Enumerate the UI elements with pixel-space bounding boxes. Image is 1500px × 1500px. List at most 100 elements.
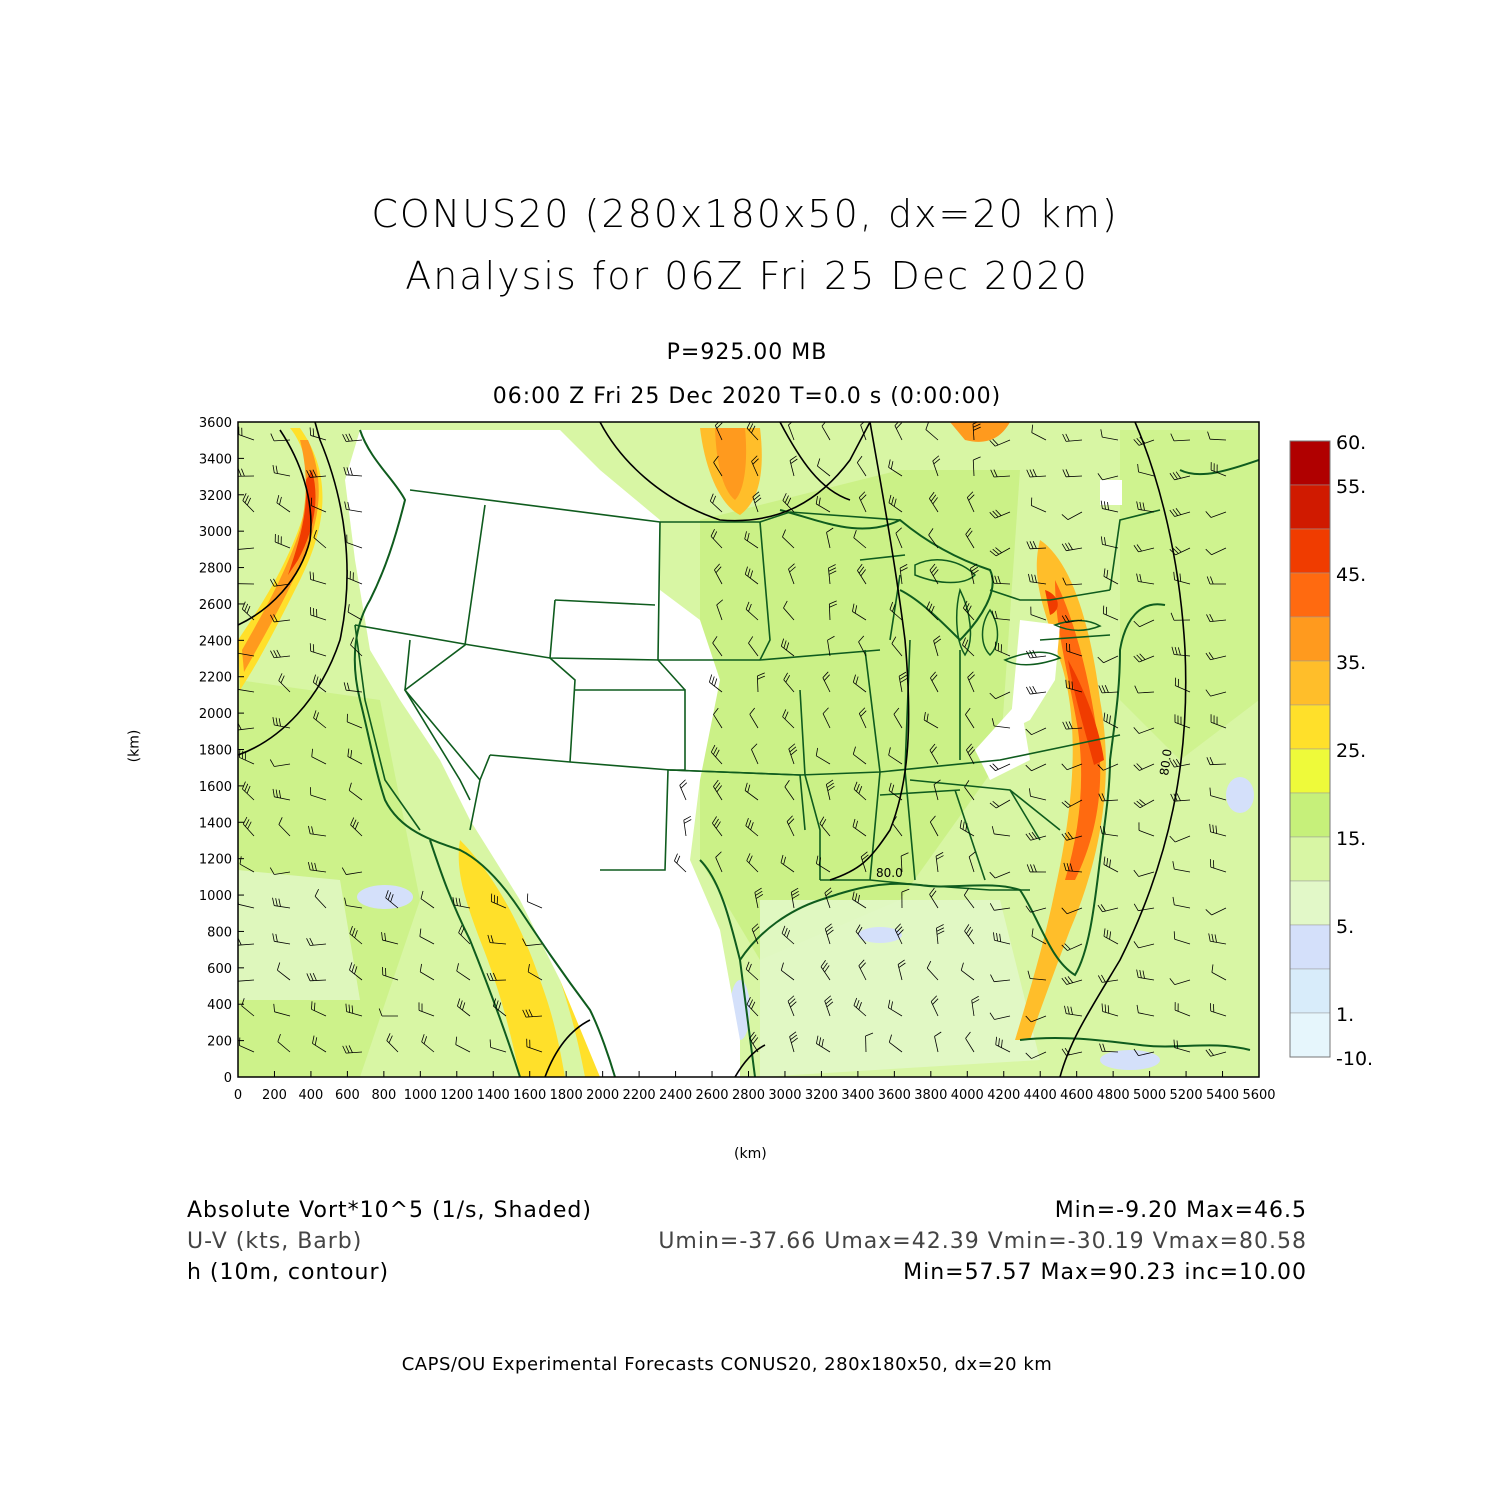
wind-barb-flag <box>1001 1039 1003 1048</box>
wind-barb-flag <box>352 819 357 828</box>
wind-barb-flag <box>1066 863 1070 872</box>
colorbar-swatch <box>1289 440 1331 486</box>
wind-barb-flag <box>270 433 275 442</box>
wind-barb-staff <box>756 675 759 693</box>
wind-barb-staff <box>751 461 759 477</box>
wind-barb-flag <box>342 434 347 442</box>
wind-barb-flag <box>1098 685 1103 694</box>
wind-barb-staff <box>1030 1015 1047 1023</box>
wind-barb-flag <box>858 491 866 498</box>
wind-barb-flag <box>995 1036 998 1045</box>
wind-barb-staff <box>1103 763 1119 771</box>
wind-barb-flag <box>990 469 995 478</box>
wind-barb-flag <box>783 856 787 865</box>
wind-barb-staff <box>713 714 723 729</box>
wind-barb-staff <box>347 577 363 585</box>
wind-barb-flag <box>745 601 750 610</box>
wind-barb-flag <box>1061 944 1068 951</box>
wind-barb-flag <box>384 932 386 941</box>
wind-barb-flag <box>1068 721 1073 729</box>
wind-barb-staff <box>1138 1051 1155 1057</box>
wind-barb-flag <box>821 1038 824 1047</box>
height-contours <box>238 422 1187 1077</box>
wind-barb-staff <box>852 899 867 909</box>
wind-barb-staff <box>1102 508 1119 513</box>
wind-barb-flag <box>343 467 347 475</box>
wind-barb-flag <box>993 932 995 941</box>
wind-barb-staff <box>936 928 939 945</box>
wind-barb-staff <box>860 424 867 441</box>
wind-barb-flag <box>313 710 317 719</box>
wind-barb-flag <box>1171 646 1175 655</box>
y-tick-label: 3000 <box>199 525 232 540</box>
wind-barb-flag <box>746 997 751 1005</box>
wind-barb-flag <box>989 692 996 699</box>
wind-barb-staff <box>888 1007 903 1017</box>
colorbar: 60. 55. 45. 35. 25. 15. 5. 1. -10. <box>1289 432 1373 1070</box>
colorbar-swatch <box>1289 836 1331 882</box>
wind-barb-staff <box>781 645 795 657</box>
wind-barb-flag <box>854 605 858 614</box>
wind-barb-flag <box>819 816 825 824</box>
wind-barb-staff <box>781 933 795 945</box>
wind-barb-flag <box>856 455 863 463</box>
wind-barb-flag <box>1062 721 1067 730</box>
wind-barb-flag <box>752 926 760 933</box>
wind-barb-flag <box>348 782 352 791</box>
wind-barb-flag <box>826 929 834 936</box>
wind-barb-flag <box>238 980 239 982</box>
y-tick-label: 1600 <box>199 780 232 795</box>
wind-barb-flag <box>783 600 788 609</box>
wind-barb-flag <box>852 674 856 683</box>
wind-barb-flag <box>423 1036 428 1045</box>
wind-barb-flag <box>822 707 829 714</box>
wind-barb-flag <box>930 605 935 614</box>
wind-barb-flag <box>900 852 909 857</box>
wind-barb-staff <box>892 823 903 837</box>
wind-barb-flag <box>1169 549 1176 556</box>
wind-barb-flag <box>818 1037 822 1046</box>
wind-barb-flag <box>1133 869 1139 877</box>
colorbar-swatch <box>1289 1012 1331 1058</box>
wind-barb-flag <box>1065 614 1070 623</box>
wind-barb-staff <box>710 751 723 765</box>
wind-barb-flag <box>347 501 350 510</box>
wind-barb-flag <box>972 422 979 425</box>
wind-barb-flag <box>716 785 722 793</box>
wind-barb-flag <box>749 570 754 579</box>
x-tick-label: 1600 <box>513 1088 546 1103</box>
wind-barb-staff <box>712 822 723 837</box>
x-tick-label: 2800 <box>732 1088 765 1103</box>
wind-barb-flag <box>1206 614 1211 622</box>
wind-barb-flag <box>991 575 995 584</box>
wind-barb-flag <box>1029 686 1034 694</box>
wind-barb-flag <box>309 469 314 478</box>
wind-barb-flag <box>745 817 749 826</box>
wind-barb-staff <box>274 724 291 729</box>
wind-barb-staff <box>1138 871 1155 877</box>
wind-barb-staff <box>898 676 903 693</box>
wind-barb-staff <box>347 611 363 621</box>
wind-barb-flag <box>854 893 858 902</box>
wind-barb-staff <box>894 929 903 945</box>
wind-barb-staff <box>350 644 363 657</box>
wind-barb-staff <box>489 979 507 981</box>
wind-barb-staff <box>1066 835 1083 841</box>
wind-barb-flag <box>791 890 799 896</box>
wind-barb-flag <box>963 888 969 896</box>
wind-barb-staff <box>420 898 435 909</box>
wind-barb-flag <box>928 528 934 536</box>
colorbar-swatch <box>1289 880 1331 926</box>
wind-barb-staff <box>1030 907 1047 913</box>
wind-barb-staff <box>1067 511 1083 520</box>
vorticity-low-patch <box>858 927 902 943</box>
wind-barb-flag <box>1205 511 1212 518</box>
wind-barb-staff <box>929 569 939 585</box>
wind-barb-staff <box>238 943 255 946</box>
wind-barb-flag <box>822 962 828 970</box>
wind-barb-staff <box>347 756 363 765</box>
wind-barb-flag <box>1179 573 1182 582</box>
wind-barb-flag <box>852 818 856 827</box>
wind-barb-flag <box>858 959 865 966</box>
wind-barb-flag <box>247 821 252 830</box>
